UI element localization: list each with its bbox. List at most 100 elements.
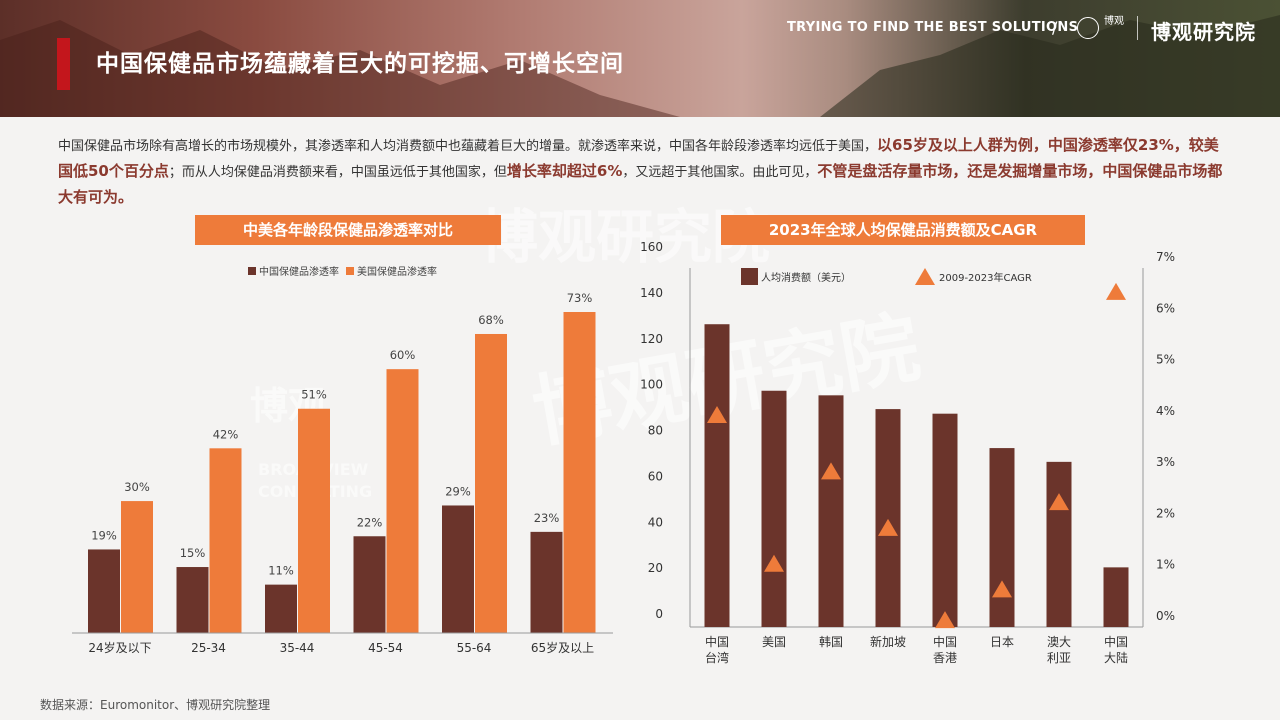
intro-highlight: 增长率却超过6% — [506, 162, 623, 180]
data-label: 68% — [478, 313, 504, 327]
legend-swatch — [741, 268, 758, 285]
bar — [121, 501, 153, 633]
left-tick-label: 120 — [640, 332, 663, 346]
right-tick-label: 5% — [1156, 353, 1175, 367]
category-label: 35-44 — [280, 641, 315, 655]
left-tick-label: 80 — [648, 424, 663, 438]
bar — [1103, 567, 1129, 627]
category-label: 55-64 — [457, 641, 492, 655]
bar — [442, 505, 474, 633]
category-label: 中国香港 — [933, 634, 957, 665]
category-label: 24岁及以下 — [88, 640, 151, 655]
left-tick-label: 140 — [640, 286, 663, 300]
intro-paragraph: 中国保健品市场除有高增长的市场规模外，其渗透率和人均消费额中也蕴藏着巨大的增量。… — [58, 133, 1228, 211]
bar — [875, 409, 901, 627]
data-label: 19% — [91, 528, 117, 542]
bar — [989, 448, 1015, 627]
chart2-title: 2023年全球人均保健品消费额及CAGR — [721, 215, 1085, 245]
bar — [353, 536, 386, 633]
penetration-bar-chart: 中国保健品渗透率 美国保健品渗透率 19% 30% 24岁及以下 15% 42% 25-34 1… — [72, 265, 613, 655]
tagline-separator: / — [1052, 18, 1058, 37]
left-tick-label: 40 — [648, 515, 663, 529]
header-banner: 中国保健品市场蕴藏着巨大的可挖掘、可增长空间 TRYING TO FIND TH… — [0, 0, 1280, 117]
category-label: 韩国 — [819, 634, 843, 649]
cagr-marker — [935, 611, 955, 629]
title-accent-bar — [57, 38, 70, 90]
data-label: 22% — [357, 515, 383, 529]
cagr-marker — [878, 518, 898, 536]
right-tick-label: 3% — [1156, 455, 1175, 469]
left-tick-label: 0 — [655, 607, 663, 621]
logo-divider — [1137, 16, 1138, 40]
cagr-marker — [992, 580, 1012, 598]
data-label: 29% — [445, 484, 471, 498]
logo-circle-icon — [1077, 17, 1099, 39]
bar — [818, 395, 844, 627]
data-label: 73% — [567, 291, 593, 305]
category-label: 澳大利亚 — [1047, 635, 1071, 665]
data-label: 60% — [390, 348, 416, 362]
left-tick-label: 20 — [648, 561, 663, 575]
intro-text: 中国保健品市场除有高增长的市场规模外，其渗透率和人均消费额中也蕴藏着巨大的增量。… — [58, 139, 878, 154]
right-tick-label: 7% — [1156, 250, 1175, 264]
bar — [563, 312, 596, 633]
bar — [298, 408, 330, 633]
cagr-marker — [764, 554, 784, 572]
bar — [176, 567, 209, 633]
page-title: 中国保健品市场蕴藏着巨大的可挖掘、可增长空间 — [96, 51, 624, 77]
category-label: 日本 — [990, 635, 1014, 649]
bar — [88, 549, 120, 633]
cagr-marker — [707, 405, 727, 423]
left-tick-label: 60 — [648, 469, 663, 483]
logo-text: 博观研究院 — [1151, 20, 1256, 44]
category-label: 中国台湾 — [705, 634, 729, 665]
data-label: 30% — [124, 480, 150, 494]
right-tick-label: 6% — [1156, 301, 1175, 315]
legend-label: 中国保健品渗透率 — [259, 265, 339, 278]
right-tick-label: 0% — [1156, 609, 1175, 623]
left-tick-label: 100 — [640, 378, 663, 392]
intro-highlight: 以65岁及以上人群为例，中国渗透率仅23%，较美国低50个百分点 — [58, 136, 1219, 180]
category-label: 美国 — [762, 635, 786, 649]
legend-triangle-icon — [915, 268, 935, 285]
category-label: 新加坡 — [870, 634, 906, 649]
mountain-background — [0, 15, 1280, 117]
source-note: 数据来源：Euromonitor、博观研究院整理 — [40, 698, 271, 712]
right-tick-label: 2% — [1156, 506, 1175, 520]
bar — [932, 413, 958, 627]
right-tick-label: 1% — [1156, 558, 1175, 572]
tagline: TRYING TO FIND THE BEST SOLUTIONS — [787, 20, 1079, 35]
right-tick-label: 4% — [1156, 404, 1175, 418]
legend-label: 人均消费额（美元） — [761, 271, 851, 284]
logo-small-text: 博观 — [1104, 16, 1124, 27]
bar — [209, 448, 242, 633]
cagr-marker — [1106, 282, 1126, 300]
category-label: 45-54 — [368, 641, 403, 655]
left-tick-label: 160 — [640, 240, 663, 254]
legend-label: 美国保健品渗透率 — [357, 265, 437, 278]
bar — [475, 333, 507, 633]
legend-label: 2009-2023年CAGR — [939, 271, 1032, 284]
legend-swatch — [346, 267, 354, 275]
legend-swatch — [248, 267, 256, 275]
bar — [1046, 461, 1072, 627]
bar — [265, 584, 297, 633]
data-label: 42% — [213, 427, 239, 441]
cagr-marker — [1049, 493, 1069, 511]
category-label: 65岁及以上 — [531, 640, 594, 655]
bar — [761, 390, 787, 627]
cagr-marker — [821, 462, 841, 480]
data-label: 51% — [301, 388, 327, 402]
chart1-title: 中美各年龄段保健品渗透率对比 — [195, 215, 501, 245]
bar — [530, 531, 563, 633]
bar — [704, 324, 730, 627]
intro-text: ；而从人均保健品消费额来看，中国虽远低于其他国家，但 — [168, 165, 507, 180]
intro-highlight: 不管是盘活存量市场，还是发掘增量市场，中国保健品市场都大有可为。 — [58, 162, 1223, 206]
data-label: 23% — [534, 511, 560, 525]
intro-text: ，又远超于其他国家。由此可见， — [622, 165, 818, 180]
category-label: 中国大陆 — [1104, 634, 1128, 665]
category-label: 25-34 — [191, 641, 226, 655]
bar — [386, 369, 419, 633]
data-label: 11% — [268, 564, 294, 578]
